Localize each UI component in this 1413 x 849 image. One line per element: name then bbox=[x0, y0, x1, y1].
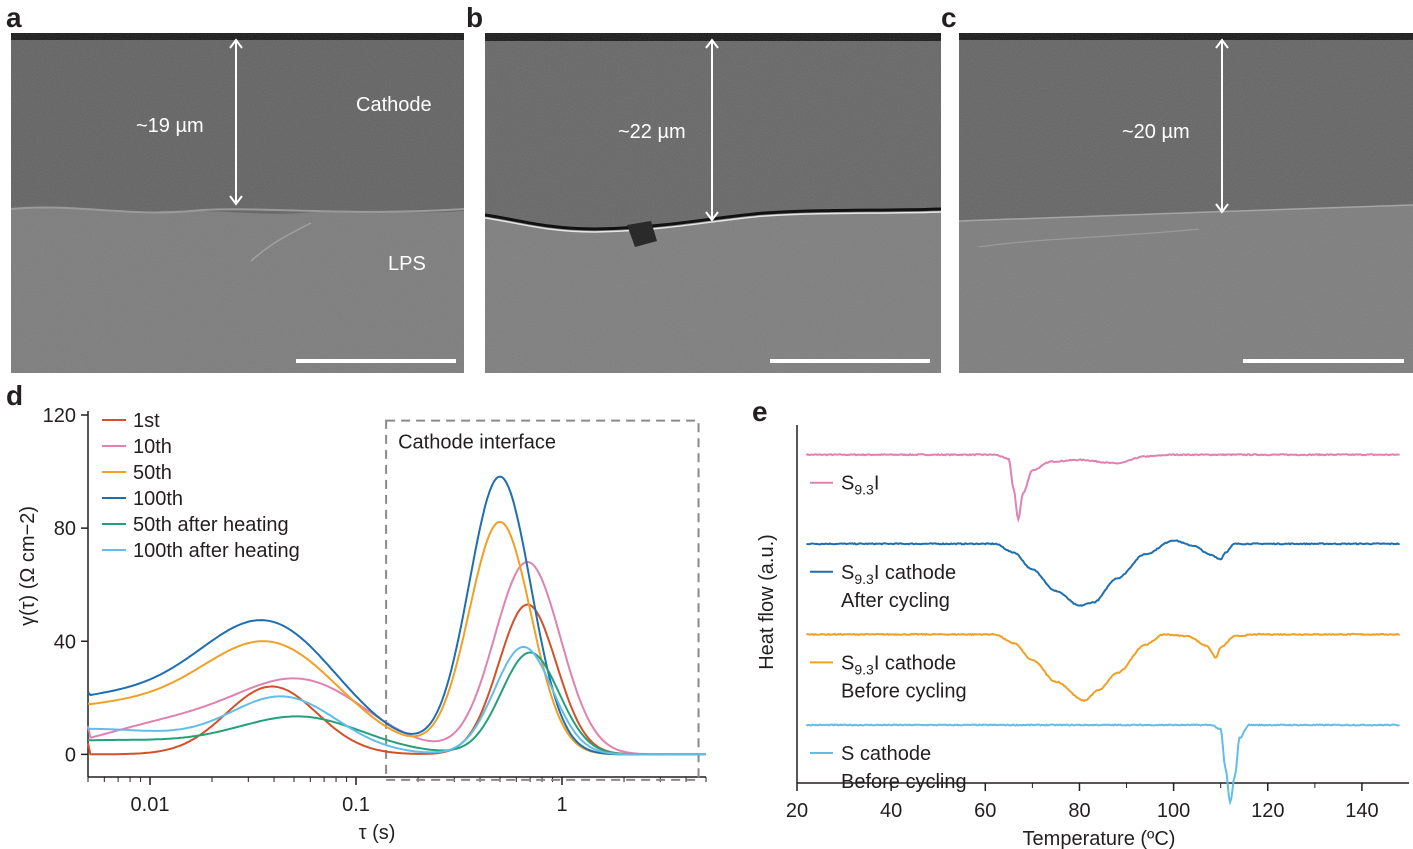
legend-label-d: 50th bbox=[133, 462, 172, 484]
y-tick-label-d: 0 bbox=[65, 744, 76, 766]
thickness-arrow-b bbox=[705, 38, 719, 222]
series-line-d bbox=[87, 475, 706, 756]
thickness-label-b: ~22 µm bbox=[618, 121, 686, 143]
chart-d: 0 40 80 120 0.01 0.1 1 τ (s) γ(τ) (Ω cm−2) Cathod… bbox=[17, 405, 707, 844]
panel-label-b: b bbox=[466, 2, 484, 33]
legend-label-d: 100th after heating bbox=[133, 540, 300, 562]
y-tick-label-d: 80 bbox=[54, 518, 76, 540]
thickness-arrow-a bbox=[229, 38, 243, 206]
y-axis-label-e: Heat flow (a.u.) bbox=[756, 534, 778, 670]
sem-image-b bbox=[485, 33, 941, 373]
scale-bar-a bbox=[296, 359, 456, 363]
legend-label-e: S cathode bbox=[841, 743, 931, 765]
x-tick-label-e: 140 bbox=[1345, 800, 1378, 822]
x-tick-label-e: 40 bbox=[880, 800, 902, 822]
cathode-interface-label: Cathode interface bbox=[398, 432, 556, 454]
thickness-arrow-c bbox=[1215, 38, 1229, 214]
legend-label-e: S9.3I cathode bbox=[841, 562, 956, 587]
y-tick-label-d: 40 bbox=[54, 631, 76, 653]
legend-label-e: S9.3I bbox=[841, 473, 879, 498]
panel-label-a: a bbox=[6, 2, 22, 33]
series-line-d bbox=[88, 651, 706, 756]
x-tick-label-e: 80 bbox=[1068, 800, 1090, 822]
x-tick-label-d: 0.01 bbox=[131, 794, 170, 816]
series-line-d bbox=[88, 645, 706, 756]
chart-e: 20 40 60 80 100 120 140 Temperature (ºC) Heat fl… bbox=[756, 425, 1409, 849]
legend-label-d: 100th bbox=[133, 488, 183, 510]
scale-bar-b bbox=[770, 359, 930, 363]
series-line-e bbox=[806, 632, 1400, 703]
thickness-label-c: ~20 µm bbox=[1122, 121, 1190, 143]
x-tick-label-e: 60 bbox=[974, 800, 996, 822]
legend-label-e-line2: Before cycling bbox=[841, 680, 967, 702]
series-line-e bbox=[805, 452, 1400, 524]
y-tick-label-d: 120 bbox=[43, 405, 76, 427]
legend-label-e-line2: After cycling bbox=[841, 590, 950, 612]
panel-label-c: c bbox=[941, 2, 957, 33]
panel-label-d: d bbox=[6, 380, 24, 411]
cathode-label: Cathode bbox=[356, 94, 432, 116]
legend-label-d: 10th bbox=[133, 436, 172, 458]
y-axis-label-d: γ(τ) (Ω cm−2) bbox=[17, 506, 39, 626]
sem-image-c bbox=[959, 33, 1413, 373]
legend-label-d: 50th after heating bbox=[133, 514, 289, 536]
x-tick-label-d: 0.1 bbox=[342, 794, 370, 816]
x-tick-label-e: 100 bbox=[1157, 800, 1190, 822]
series-line-d bbox=[87, 560, 706, 756]
series-line-e bbox=[805, 723, 1400, 806]
x-axis-label-e: Temperature (ºC) bbox=[1023, 828, 1176, 849]
thickness-label-a: ~19 µm bbox=[136, 115, 204, 137]
panel-label-e: e bbox=[752, 396, 768, 427]
legend-label-e: S9.3I cathode bbox=[841, 652, 956, 677]
x-axis-label-d: τ (s) bbox=[359, 822, 396, 844]
cathode-interface-box bbox=[385, 419, 700, 781]
scale-bar-c bbox=[1243, 359, 1404, 363]
lps-label: LPS bbox=[388, 253, 426, 275]
x-tick-label-d: 1 bbox=[556, 794, 567, 816]
x-tick-label-e: 20 bbox=[786, 800, 808, 822]
x-tick-label-e: 120 bbox=[1251, 800, 1284, 822]
legend-label-d: 1st bbox=[133, 410, 160, 432]
series-line-e bbox=[806, 539, 1400, 607]
legend-label-e-line2: Before cycling bbox=[841, 771, 967, 793]
